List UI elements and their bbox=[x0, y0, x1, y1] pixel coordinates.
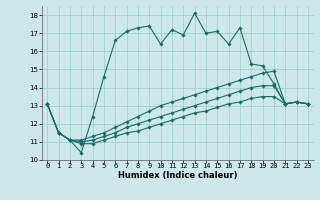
X-axis label: Humidex (Indice chaleur): Humidex (Indice chaleur) bbox=[118, 171, 237, 180]
